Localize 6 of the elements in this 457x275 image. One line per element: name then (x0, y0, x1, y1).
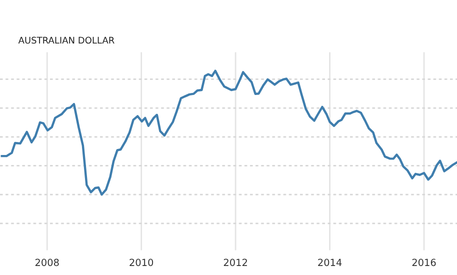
x-tick-label: 2010 (130, 258, 154, 266)
x-tick-label: 2014 (318, 258, 342, 266)
x-tick-label: 2016 (412, 258, 436, 266)
x-tick-label: 2012 (224, 258, 247, 266)
chart-title: AUSTRALIAN DOLLAR (18, 36, 114, 44)
x-tick-label: 2008 (35, 258, 59, 266)
